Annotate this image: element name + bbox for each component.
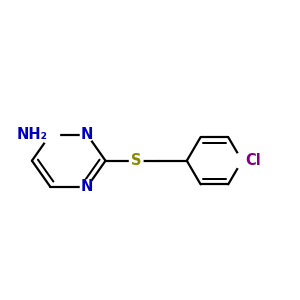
Text: N: N: [81, 127, 93, 142]
Text: S: S: [131, 153, 141, 168]
Text: NH₂: NH₂: [16, 127, 47, 142]
Circle shape: [80, 128, 94, 141]
Circle shape: [80, 180, 94, 194]
Circle shape: [41, 125, 59, 144]
Circle shape: [130, 154, 143, 167]
Circle shape: [234, 153, 250, 169]
Text: N: N: [81, 179, 93, 194]
Text: Cl: Cl: [246, 153, 261, 168]
